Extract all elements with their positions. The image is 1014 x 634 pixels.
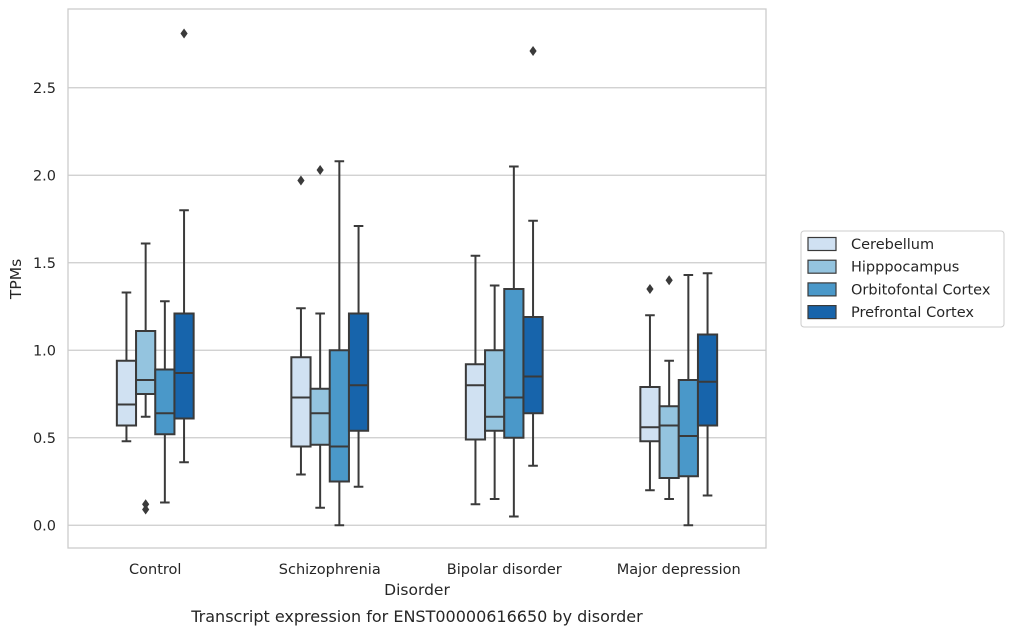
box-iqr — [173, 312, 195, 420]
box-orbitofontal-cortex — [328, 160, 350, 527]
legend-label: Prefrontal Cortex — [851, 305, 974, 321]
box-iqr — [677, 379, 699, 478]
box-orbitofontal-cortex — [154, 300, 176, 504]
legend-label: Cerebellum — [851, 237, 934, 253]
box-cerebellum — [464, 254, 487, 506]
legend-swatch — [807, 282, 837, 297]
box-iqr — [115, 359, 138, 427]
box-cerebellum — [290, 175, 312, 476]
box-prefrontal-cortex — [696, 272, 719, 497]
box-hipppocampus — [135, 242, 157, 515]
box-cerebellum — [639, 284, 661, 492]
y-tick-label: 1.0 — [33, 343, 56, 359]
legend-label: Hipppocampus — [851, 260, 959, 276]
chart-caption: Transcript expression for ENST0000061665… — [190, 607, 643, 626]
plot-frame — [67, 8, 767, 549]
legend-swatch — [807, 236, 837, 252]
box-iqr — [464, 363, 487, 441]
outlier-marker — [316, 165, 324, 175]
box-prefrontal-cortex — [522, 46, 544, 467]
box-iqr — [484, 349, 506, 432]
box-iqr — [309, 387, 331, 446]
outlier-marker — [297, 175, 305, 186]
y-tick-label: 2.5 — [33, 81, 56, 97]
box-iqr — [328, 349, 350, 483]
y-tick-label: 0.5 — [33, 431, 56, 447]
x-axis-label: Disorder — [384, 581, 450, 599]
box-marks — [115, 28, 719, 527]
y-tick-labels: 0.0 0.5 1.0 1.5 2.0 2.5 — [33, 81, 56, 535]
y-axis-label: TPMs — [7, 259, 25, 300]
box-iqr — [639, 386, 661, 443]
box-hipppocampus — [309, 165, 331, 509]
legend-swatch — [807, 259, 837, 274]
legend: Cerebellum Hipppocampus Orbitofontal Corte… — [800, 230, 1005, 328]
outlier-marker — [142, 499, 150, 510]
box-iqr — [154, 368, 176, 436]
x-tick-label: Major depression — [617, 562, 741, 578]
legend-label: Orbitofontal Cortex — [851, 282, 991, 298]
x-tick-label: Control — [129, 562, 181, 578]
y-tick-label: 1.5 — [33, 256, 56, 272]
outlier-marker — [529, 46, 537, 56]
box-iqr — [135, 330, 157, 395]
legend-swatch — [807, 305, 837, 320]
outlier-marker — [180, 28, 188, 39]
box-orbitofontal-cortex — [677, 274, 699, 527]
box-iqr — [347, 312, 370, 432]
x-tick-labels: Control Schizophrenia Bipolar disorder Majo… — [129, 562, 741, 578]
box-hipppocampus — [658, 275, 680, 500]
box-iqr — [658, 405, 680, 479]
box-iqr — [290, 356, 312, 448]
legend-items: Cerebellum Hipppocampus Orbitofontal Corte… — [807, 236, 991, 321]
outlier-marker — [646, 284, 654, 294]
box-prefrontal-cortex — [347, 225, 370, 488]
outlier-marker — [142, 504, 150, 515]
x-tick-label: Bipolar disorder — [447, 562, 562, 578]
y-tick-label: 2.0 — [33, 168, 56, 184]
outlier-marker — [665, 275, 673, 286]
box-prefrontal-cortex — [173, 28, 195, 464]
x-tick-label: Schizophrenia — [279, 562, 381, 578]
box-iqr — [696, 333, 719, 427]
legend-frame — [800, 230, 1005, 328]
box-cerebellum — [115, 291, 138, 443]
box-iqr — [522, 316, 544, 415]
y-tick-label: 0.0 — [33, 518, 56, 534]
box-hipppocampus — [484, 284, 506, 500]
box-orbitofontal-cortex — [503, 165, 525, 518]
box-iqr — [503, 288, 525, 439]
